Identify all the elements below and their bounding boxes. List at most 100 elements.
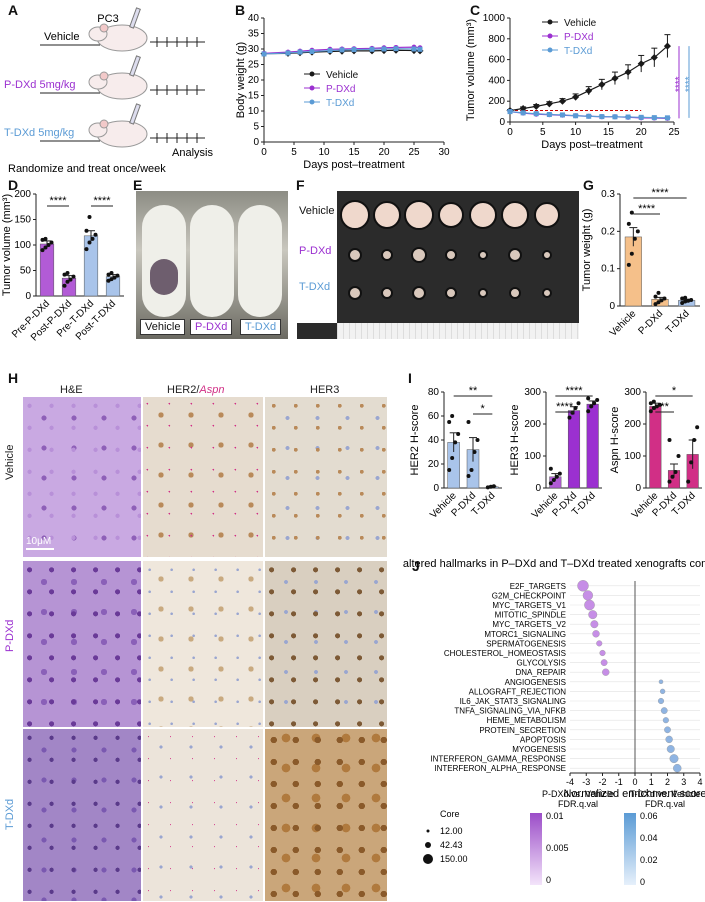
legend-label: T-DXd (326, 98, 354, 109)
bubble (602, 668, 610, 676)
hallmark-label: MITOTIC_SPINDLE (495, 611, 566, 620)
tumor-specimen (542, 250, 552, 260)
data-point (585, 87, 593, 95)
data-point (648, 401, 653, 406)
legend-core-label: 42.43 (440, 840, 463, 850)
legend-core-label: 150.00 (440, 854, 468, 864)
data-point (475, 438, 480, 442)
hallmark-label: ANGIOGENESIS (505, 678, 566, 687)
data-point (676, 454, 681, 458)
legend-marker (309, 99, 315, 105)
histology-tile (142, 396, 264, 558)
legend-fdr-t: FDR.q.val (645, 799, 685, 809)
data-point (411, 46, 417, 52)
data-point (381, 46, 387, 52)
histology-tile (22, 728, 142, 902)
data-point (632, 236, 637, 241)
bubble (577, 580, 589, 592)
colorbar-t-tick: 0.04 (640, 833, 658, 843)
data-point (450, 456, 455, 460)
panel-label-c: C (470, 2, 481, 18)
hallmark-label: PROTEIN_SECRETION (479, 726, 566, 735)
panel-h-histology: H&E HER2/Aspn HER3 Vehicle P-DXd T-DXd 1… (0, 370, 395, 902)
analysis-label: Analysis (172, 147, 213, 159)
y-tick-label: 15 (248, 91, 260, 102)
tumor-specimen (373, 201, 401, 229)
tumor-specimen (438, 202, 464, 228)
x-tick-label: 0 (632, 777, 637, 787)
hallmark-label: MYC_TARGETS_V2 (492, 620, 566, 629)
tumor-grid (337, 191, 579, 323)
data-point (573, 113, 579, 119)
data-point (654, 404, 659, 409)
data-point (93, 232, 98, 237)
x-tick-label: 0 (261, 147, 267, 158)
col-title-her2-text: HER2/ (167, 384, 200, 396)
data-point (592, 401, 597, 406)
legend-label: P-DXd (564, 32, 593, 43)
bubble (600, 659, 608, 666)
y-axis-title: HER3 H-score (509, 405, 521, 476)
bubble (582, 590, 594, 601)
x-axis-title: Days post–treatment (541, 139, 643, 151)
histology-tile (264, 396, 388, 558)
data-point (598, 81, 606, 89)
colorbar-t-tick: 0.02 (640, 855, 658, 865)
bar (586, 403, 599, 489)
tumor-specimen (478, 288, 488, 298)
data-point (87, 240, 92, 245)
data-point (261, 51, 267, 57)
data-point (488, 484, 493, 489)
data-point (559, 112, 565, 118)
y-tick-label: 200 (524, 419, 541, 430)
hallmark-label: DNA_REPAIR (515, 668, 566, 677)
tumor-specimen (348, 286, 362, 300)
data-point (670, 474, 675, 479)
colorbar-p-tick: 0.005 (546, 843, 569, 853)
chart-c-tumor-volume: 0 5 10 15 20 25 0 200 400 600 800 1000 Days post–tre… (465, 13, 695, 151)
data-point (393, 46, 399, 52)
y-tick-label: 600 (488, 55, 505, 66)
panel-e-photo: Vehicle P-DXd T-DXd (136, 191, 288, 339)
data-point (49, 240, 54, 245)
tumor-specimen (411, 247, 427, 263)
data-point (659, 298, 664, 303)
data-point (599, 114, 605, 120)
legend-core-marker (425, 842, 431, 848)
y-tick-label: 0 (499, 117, 505, 128)
data-point (656, 300, 661, 305)
legend-core-label: 12.00 (440, 826, 463, 836)
histology-tile (142, 728, 264, 902)
data-point (637, 60, 645, 68)
data-point (651, 399, 656, 404)
bubble (669, 754, 679, 764)
tumor-specimen (542, 288, 552, 298)
y-tick-label: 0.2 (601, 226, 615, 237)
hallmark-label: INTERFERON_ALPHA_RESPONSE (434, 764, 566, 773)
y-tick-label: 0.1 (601, 264, 615, 275)
data-point (554, 474, 559, 479)
row-label-h-vehicle: Vehicle (4, 444, 16, 480)
bubble (588, 610, 598, 620)
legend-label: P-DXd (326, 84, 355, 95)
histology-tile (142, 560, 264, 728)
y-tick-label: 0 (25, 291, 31, 302)
sig-label: **** (684, 76, 695, 92)
y-tick-label: 300 (624, 387, 641, 398)
histology-tile (264, 560, 388, 728)
colorbar-p-tick: 0 (546, 875, 551, 885)
bubble (660, 707, 668, 714)
data-point (112, 275, 117, 280)
panel-a-schematic: PC3 Vehicle P-DXd 5mg/kg T-DXd 5mg/kg An… (4, 7, 213, 175)
tumor-specimen (509, 287, 521, 299)
data-point (450, 414, 455, 418)
histology-tile (264, 728, 388, 902)
colorbar-p-tick: 0.01 (546, 811, 564, 821)
colorbar-t-tick: 0.06 (640, 811, 658, 821)
data-point (109, 271, 114, 276)
tumor-specimen (404, 200, 434, 230)
category-label: Vehicle (608, 308, 639, 339)
data-point (46, 243, 51, 247)
